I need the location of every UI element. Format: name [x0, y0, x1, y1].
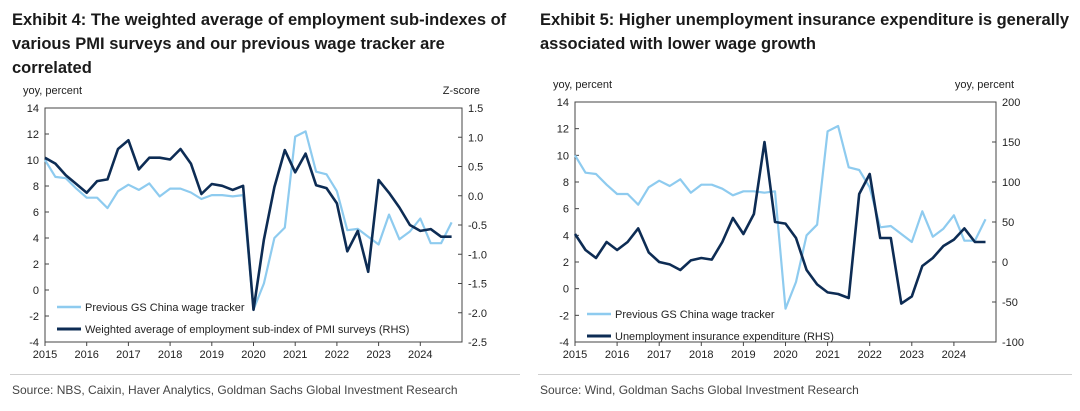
exhibit-4-left-tick-label: 8 [33, 181, 39, 193]
exhibit-4-right-tick-label: 1.5 [468, 103, 483, 115]
exhibit-5-right-tick-label: 200 [1002, 97, 1020, 109]
exhibit-5-chart: yoy, percent yoy, percent -4 -2 0 2 4 6 8 10 12 14 -… [553, 79, 1024, 361]
exhibit-4-x-tick-label: 2023 [366, 349, 390, 361]
exhibit-5-x-tick-label: 2022 [857, 349, 881, 361]
exhibit-5-x-tick-label: 2024 [942, 349, 966, 361]
exhibit-5-series-2-line [573, 140, 986, 305]
exhibit-5-right-tick-label: 150 [1002, 137, 1020, 149]
exhibit-5-left-tick-label: 6 [563, 204, 569, 216]
exhibit-5-left-axis-label: yoy, percent [553, 79, 612, 91]
exhibit-5-divider [538, 374, 1072, 375]
exhibit-5-x-tick-label: 2020 [773, 349, 797, 361]
exhibit-5-panel: Exhibit 5: Higher unemployment insurance… [528, 0, 1080, 411]
exhibit-5-x-tick-label: 2023 [900, 349, 924, 361]
exhibit-5-left-tick-label: 12 [557, 124, 569, 136]
exhibit-4-right-tick-label: 1.0 [468, 132, 483, 144]
exhibit-4-series-2-line [44, 138, 452, 312]
exhibit-5-series-1-line [574, 124, 987, 310]
exhibit-5-source: Source: Wind, Goldman Sachs Global Inves… [540, 383, 859, 397]
exhibit-4-x-tick-label: 2020 [241, 349, 265, 361]
exhibit-4-left-tick-label: -2 [29, 311, 39, 323]
exhibit-4-left-tick-label: 0 [33, 285, 39, 297]
exhibit-5-right-tick-label: -50 [1002, 297, 1018, 309]
exhibit-5-right-tick-label: 50 [1002, 217, 1014, 229]
exhibit-4-left-tick-label: 4 [33, 233, 39, 245]
exhibit-4-x-tick-label: 2018 [158, 349, 182, 361]
exhibit-4-title: Exhibit 4: The weighted average of emplo… [12, 11, 507, 77]
exhibit-5-left-tick-label: 2 [563, 257, 569, 269]
exhibit-5-right-axis-label: yoy, percent [955, 79, 1014, 91]
exhibit-4-x-tick-label: 2015 [33, 349, 57, 361]
exhibit-4-x-tick-label: 2024 [408, 349, 432, 361]
exhibit-4-x-tick-label: 2016 [74, 349, 98, 361]
exhibit-4-chart: yoy, percent Z-score -4 -2 0 2 4 6 8 10 12 14 -2.5 -2… [23, 85, 487, 361]
exhibit-5-left-tick-label: 4 [563, 230, 569, 242]
exhibit-4-series-1-line [44, 130, 453, 311]
exhibit-5-x-tick-label: 2016 [605, 349, 629, 361]
exhibit-4-right-axis-label: Z-score [443, 85, 480, 97]
exhibit-4-left-tick-label: 6 [33, 207, 39, 219]
exhibit-4-x-tick-label: 2019 [200, 349, 224, 361]
exhibit-5-left-tick-label: 14 [557, 97, 569, 109]
exhibit-5-x-tick-label: 2015 [563, 349, 587, 361]
exhibit-5-legend-label-2: Unemployment insurance expenditure (RHS) [615, 331, 834, 343]
exhibit-4-left-tick-label: 2 [33, 259, 39, 271]
exhibit-4-divider [10, 374, 520, 375]
exhibit-4-right-tick-label: -1.5 [468, 279, 487, 291]
exhibit-5-left-tick-label: 10 [557, 150, 569, 162]
exhibit-4-source: Source: NBS, Caixin, Haver Analytics, Go… [12, 383, 458, 397]
exhibit-5-left-tick-label: -2 [559, 310, 569, 322]
exhibit-4-legend-label-1: Previous GS China wage tracker [85, 302, 245, 314]
exhibit-4-right-tick-label: 0.0 [468, 191, 483, 203]
exhibit-4-right-tick-label: 0.5 [468, 162, 483, 174]
exhibit-4-left-tick-label: 12 [27, 129, 39, 141]
exhibit-5-x-tick-label: 2017 [647, 349, 671, 361]
exhibit-4-right-tick-label: -2.5 [468, 337, 487, 349]
exhibit-5-legend-label-1: Previous GS China wage tracker [615, 309, 775, 321]
exhibit-5-x-tick-label: 2021 [815, 349, 839, 361]
exhibit-4-right-tick-label: -1.0 [468, 249, 487, 261]
exhibit-4-right-tick-label: -2.0 [468, 308, 487, 320]
exhibit-5-x-tick-label: 2018 [689, 349, 713, 361]
exhibit-4-panel: Exhibit 4: The weighted average of emplo… [0, 0, 528, 411]
exhibit-4-x-tick-label: 2017 [116, 349, 140, 361]
exhibit-4-x-tick-label: 2021 [283, 349, 307, 361]
exhibit-4-left-tick-label: -4 [29, 337, 39, 349]
exhibit-5-left-tick-label: 8 [563, 177, 569, 189]
exhibit-4-legend-label-2: Weighted average of employment sub-index… [85, 324, 409, 336]
exhibit-4-left-tick-label: 10 [27, 155, 39, 167]
exhibit-4-right-tick-label: -0.5 [468, 220, 487, 232]
exhibit-4-left-tick-label: 14 [27, 103, 39, 115]
exhibit-5-x-tick-label: 2019 [731, 349, 755, 361]
exhibit-5-left-tick-label: -4 [559, 337, 569, 349]
exhibit-5-right-tick-label: 100 [1002, 177, 1020, 189]
exhibit-4-left-axis-label: yoy, percent [23, 85, 82, 97]
exhibit-4-x-tick-label: 2022 [325, 349, 349, 361]
exhibit-5-right-tick-label: -100 [1002, 337, 1024, 349]
exhibit-5-right-tick-label: 0 [1002, 257, 1008, 269]
exhibit-5-title: Exhibit 5: Higher unemployment insurance… [540, 11, 1070, 53]
exhibit-5-left-tick-label: 0 [563, 284, 569, 296]
